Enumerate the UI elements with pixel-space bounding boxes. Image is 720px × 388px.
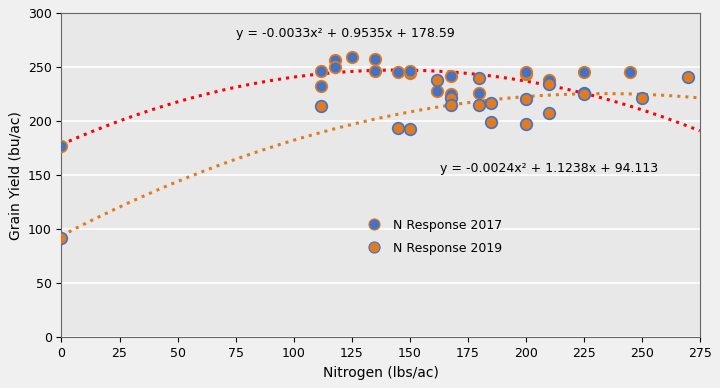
Point — [446, 73, 457, 79]
Point — [369, 55, 381, 62]
Point — [543, 109, 554, 116]
Point — [520, 69, 531, 75]
Point — [474, 90, 485, 96]
Point — [404, 126, 415, 132]
Point — [520, 71, 531, 77]
Point — [315, 68, 327, 74]
Point — [55, 235, 67, 241]
Point — [330, 64, 341, 71]
Y-axis label: Grain Yield (bu/ac): Grain Yield (bu/ac) — [9, 111, 22, 240]
Point — [446, 95, 457, 101]
Point — [636, 95, 647, 101]
Legend: N Response 2017, N Response 2019: N Response 2017, N Response 2019 — [356, 214, 507, 260]
Text: y = -0.0033x² + 0.9535x + 178.59: y = -0.0033x² + 0.9535x + 178.59 — [235, 27, 454, 40]
Point — [543, 77, 554, 83]
Point — [55, 143, 67, 149]
Point — [369, 68, 381, 74]
Point — [578, 91, 590, 97]
Point — [315, 103, 327, 109]
Point — [578, 69, 590, 75]
Point — [392, 125, 404, 131]
Point — [578, 90, 590, 96]
Point — [432, 77, 444, 83]
Point — [683, 74, 694, 80]
Text: y = -0.0024x² + 1.1238x + 94.113: y = -0.0024x² + 1.1238x + 94.113 — [440, 162, 658, 175]
Point — [446, 102, 457, 108]
Point — [485, 120, 497, 126]
Point — [346, 54, 357, 60]
Point — [520, 95, 531, 102]
Point — [474, 75, 485, 81]
Point — [543, 80, 554, 87]
Point — [315, 83, 327, 89]
Point — [330, 57, 341, 63]
Point — [474, 102, 485, 108]
Point — [485, 100, 497, 106]
X-axis label: Nitrogen (lbs/ac): Nitrogen (lbs/ac) — [323, 365, 438, 380]
Point — [404, 69, 415, 76]
Point — [520, 120, 531, 126]
Point — [404, 68, 415, 74]
Point — [432, 88, 444, 94]
Point — [624, 69, 636, 75]
Point — [392, 69, 404, 75]
Point — [446, 91, 457, 97]
